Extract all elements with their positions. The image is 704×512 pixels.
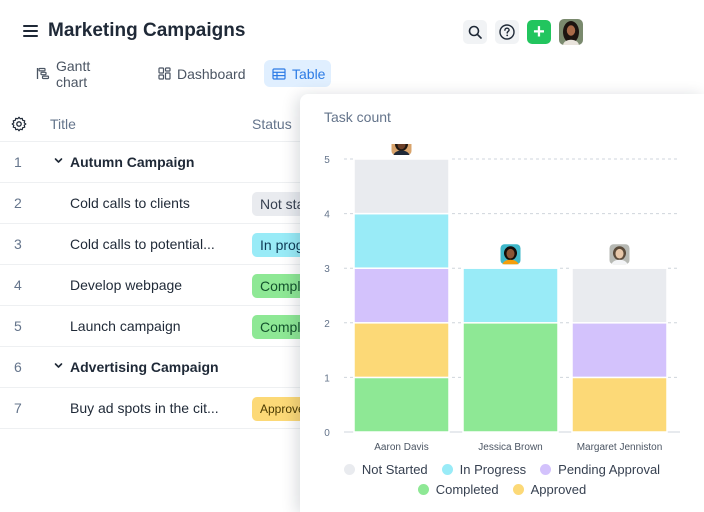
avatar[interactable] [609, 244, 630, 265]
column-header-status[interactable]: Status [252, 116, 292, 132]
gantt-icon [36, 67, 50, 80]
page-title: Marketing Campaigns [48, 20, 246, 41]
y-tick-label: 0 [324, 428, 330, 439]
task-title: Launch campaign [70, 318, 181, 334]
group-title: Advertising Campaign [70, 359, 219, 375]
dashboard-icon [158, 67, 171, 80]
legend-row-2: Completed Approved [300, 482, 704, 497]
row-number: 5 [14, 318, 22, 334]
menu-icon[interactable] [23, 25, 38, 37]
bar-segment-not-started[interactable] [353, 158, 450, 215]
avatar[interactable] [500, 244, 521, 265]
y-tick-label: 1 [324, 373, 330, 384]
user-avatar[interactable] [559, 19, 583, 45]
x-tick-label: Jessica Brown [478, 442, 542, 453]
task-title: Buy ad spots in the cit... [70, 400, 219, 416]
legend-item-completed[interactable]: Completed [417, 482, 499, 497]
row-number: 7 [14, 400, 22, 416]
legend-swatch [343, 464, 355, 475]
column-header-title[interactable]: Title [50, 116, 76, 132]
bar-segment-pending-approval[interactable] [353, 267, 450, 324]
row-number: 3 [14, 236, 22, 252]
avatar[interactable] [391, 144, 412, 155]
tab-dashboard[interactable]: Dashboard [150, 60, 252, 87]
plus-icon: + [533, 21, 545, 43]
bar-segment-completed[interactable] [462, 322, 559, 433]
group-title: Autumn Campaign [70, 154, 195, 170]
legend-item-approved[interactable]: Approved [512, 482, 586, 497]
tab-gantt-chart[interactable]: Gantt chart [28, 58, 96, 90]
row-number: 4 [14, 277, 22, 293]
table-row[interactable]: 5 Launch campaign Completed [0, 306, 704, 347]
y-tick-label: 2 [324, 319, 330, 330]
bar-segment-not-started[interactable] [571, 267, 668, 324]
legend-item-pending-approval[interactable]: Pending Approval [540, 462, 660, 477]
y-tick-label: 3 [324, 264, 330, 275]
help-button[interactable] [495, 20, 519, 44]
legend-swatch [441, 464, 453, 475]
chevron-down-icon[interactable] [54, 361, 63, 370]
help-icon [499, 24, 515, 40]
y-tick-label: 4 [324, 210, 330, 221]
row-number: 6 [14, 359, 22, 375]
settings-gear-icon[interactable] [11, 116, 27, 137]
row-number: 2 [14, 195, 22, 211]
bar-segment-in-progress[interactable] [353, 212, 450, 269]
task-title: Develop webpage [70, 277, 183, 293]
stacked-bar-chart: 0 1 2 3 4 5 Aaron Davis Jessica Brown Margaret J… [324, 144, 680, 453]
bar-segment-approved[interactable] [353, 322, 450, 379]
legend-item-not-started[interactable]: Not Started [343, 462, 428, 477]
chevron-down-icon[interactable] [54, 156, 63, 165]
search-icon [468, 25, 482, 39]
legend-swatch [512, 484, 524, 495]
bar-segment-completed[interactable] [353, 376, 450, 433]
search-button[interactable] [463, 20, 487, 44]
tab-table[interactable]: Table [264, 60, 332, 87]
row-number: 1 [14, 154, 22, 170]
legend-item-in-progress[interactable]: In Progress [441, 462, 526, 477]
bar-segment-pending-approval[interactable] [571, 322, 668, 379]
task-count-chart-card: Task count 0 1 2 3 4 5 Aaron Davis Jessica Brow… [300, 94, 704, 512]
bar-segment-approved[interactable] [571, 376, 668, 433]
legend-swatch [417, 484, 429, 495]
task-title: Cold calls to potential... [70, 236, 215, 252]
x-tick-label: Margaret Jenniston [577, 442, 663, 453]
table-icon [272, 67, 286, 80]
header: Marketing Campaigns + [0, 0, 704, 62]
legend-swatch [540, 464, 552, 475]
bar-segment-in-progress[interactable] [462, 267, 559, 324]
chart-title: Task count [324, 109, 391, 125]
add-button[interactable]: + [527, 20, 551, 44]
task-title: Cold calls to clients [70, 195, 190, 211]
legend-row-1: Not Started In Progress Pending Approval [300, 462, 704, 477]
x-tick-label: Aaron Davis [374, 442, 428, 453]
y-tick-label: 5 [324, 155, 330, 166]
